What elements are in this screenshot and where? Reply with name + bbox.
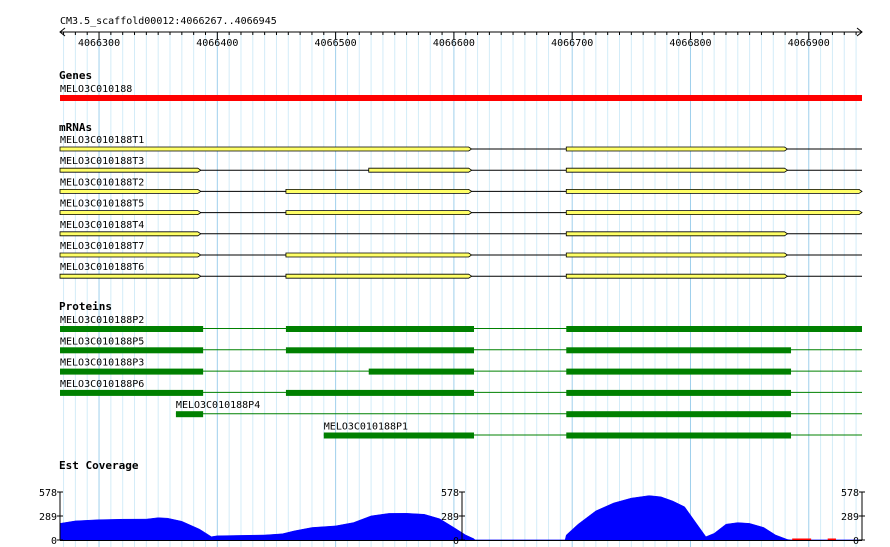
position-ruler[interactable]: 4066300 4066400 4066500 4066600 4066700 40668… [59, 27, 863, 49]
mrna-exon[interactable] [565, 210, 863, 215]
coverage-track[interactable]: 578 289 0 578 289 0 578 289 0 [39, 488, 865, 547]
mrna-exon[interactable] [59, 231, 202, 237]
coverage-y-tick-label: 578 [441, 488, 459, 499]
coverage-low-segment [792, 538, 812, 540]
coverage-low-segment [827, 538, 836, 540]
grid-lines [63, 32, 857, 547]
protein-segment[interactable] [285, 347, 475, 354]
genes-track-title: Genes [59, 69, 92, 82]
protein-label: MELO3C010188P6 [60, 379, 144, 390]
ruler-tick-label: 4066600 [433, 38, 475, 49]
mrna-exon[interactable] [565, 231, 789, 237]
protein-segment[interactable] [566, 432, 792, 439]
protein-segment[interactable] [566, 411, 792, 418]
mrna-exon[interactable] [565, 252, 789, 258]
proteins-track[interactable]: MELO3C010188P2 MELO3C010188P5 MELO3C010188… [60, 315, 862, 439]
mrna-exon[interactable] [59, 252, 202, 258]
protein-label: MELO3C010188P1 [324, 422, 408, 433]
mrna-exon[interactable] [59, 146, 473, 152]
mrna-exon[interactable] [285, 252, 473, 258]
protein-segment[interactable] [285, 326, 475, 332]
mrna-exon[interactable] [565, 273, 789, 279]
protein-segment[interactable] [323, 432, 475, 439]
mrna-exon[interactable] [59, 273, 202, 279]
mrna-label: MELO3C010188T3 [60, 156, 144, 167]
mrna-exon[interactable] [285, 210, 473, 215]
protein-segment[interactable] [566, 347, 792, 354]
mrna-exon[interactable] [565, 167, 789, 173]
genes-track[interactable]: MELO3C010188 [60, 84, 862, 101]
protein-label: MELO3C010188P3 [60, 358, 144, 369]
coverage-y-tick-label: 0 [853, 536, 859, 547]
ruler-tick-label: 4066700 [551, 38, 593, 49]
mrna-label: MELO3C010188T5 [60, 199, 144, 210]
mrna-exon[interactable] [59, 167, 202, 173]
protein-segment[interactable] [60, 326, 204, 332]
protein-segment[interactable] [175, 411, 204, 418]
protein-segment[interactable] [566, 368, 792, 375]
protein-label: MELO3C010188P4 [176, 400, 260, 411]
ruler-tick-label: 4066400 [196, 38, 238, 49]
coverage-y-tick-label: 578 [841, 488, 859, 499]
mrna-exon[interactable] [285, 189, 473, 194]
mrna-label: MELO3C010188T6 [60, 262, 144, 273]
protein-segment[interactable] [285, 389, 475, 396]
protein-segment[interactable] [368, 368, 475, 375]
mrna-exon[interactable] [59, 210, 202, 215]
protein-label: MELO3C010188P5 [60, 336, 144, 347]
protein-segment[interactable] [60, 368, 204, 375]
protein-segment[interactable] [566, 326, 862, 332]
mrna-exon[interactable] [368, 167, 473, 173]
coverage-track-title: Est Coverage [59, 459, 139, 472]
coverage-y-tick-label: 0 [51, 536, 57, 547]
protein-segment[interactable] [60, 347, 204, 354]
coverage-area [59, 495, 862, 541]
protein-label: MELO3C010188P2 [60, 315, 144, 326]
ruler-tick-label: 4066800 [669, 38, 711, 49]
mrna-exon[interactable] [59, 189, 202, 194]
mrna-exon[interactable] [285, 273, 473, 279]
ruler-tick-label: 4066900 [788, 38, 830, 49]
mrna-label: MELO3C010188T7 [60, 241, 144, 252]
proteins-track-title: Proteins [59, 300, 112, 313]
mrna-exon[interactable] [565, 146, 789, 152]
coverage-y-tick-label: 289 [841, 512, 859, 523]
mrnas-track[interactable]: MELO3C010188T1 MELO3C010188T3 MELO3C010188… [59, 135, 863, 279]
coverage-y-tick-label: 289 [441, 512, 459, 523]
coverage-y-tick-label: 289 [39, 512, 57, 523]
mrna-label: MELO3C010188T2 [60, 177, 144, 188]
ruler-tick-label: 4066300 [78, 38, 120, 49]
mrnas-track-title: mRNAs [59, 121, 92, 134]
region-label: CM3.5_scaffold00012:4066267..4066945 [60, 16, 277, 27]
coverage-y-tick-label: 0 [453, 536, 459, 547]
mrna-exon[interactable] [565, 189, 863, 194]
mrna-label: MELO3C010188T4 [60, 220, 144, 231]
ruler-tick-label: 4066500 [315, 38, 357, 49]
gene-label: MELO3C010188 [60, 84, 132, 95]
protein-segment[interactable] [566, 389, 792, 396]
gene-feature[interactable] [60, 95, 862, 101]
mrna-label: MELO3C010188T1 [60, 135, 144, 146]
protein-segment[interactable] [60, 389, 204, 396]
coverage-y-tick-label: 578 [39, 488, 57, 499]
ruler-right-arrow-icon [856, 27, 863, 37]
